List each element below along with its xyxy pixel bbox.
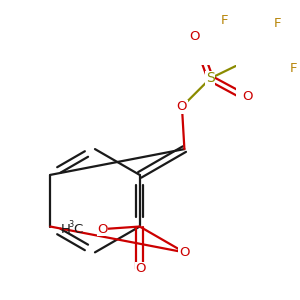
Text: S: S (206, 71, 215, 85)
Text: F: F (273, 17, 281, 30)
Text: F: F (221, 14, 228, 27)
Text: H: H (60, 223, 70, 236)
Text: O: O (136, 262, 146, 275)
Text: O: O (97, 223, 108, 236)
Text: F: F (290, 61, 298, 74)
Text: O: O (177, 100, 187, 113)
Text: O: O (242, 90, 253, 103)
Text: 3: 3 (68, 220, 74, 229)
Text: O: O (179, 246, 190, 259)
Text: O: O (190, 29, 200, 43)
Text: C: C (73, 223, 82, 236)
